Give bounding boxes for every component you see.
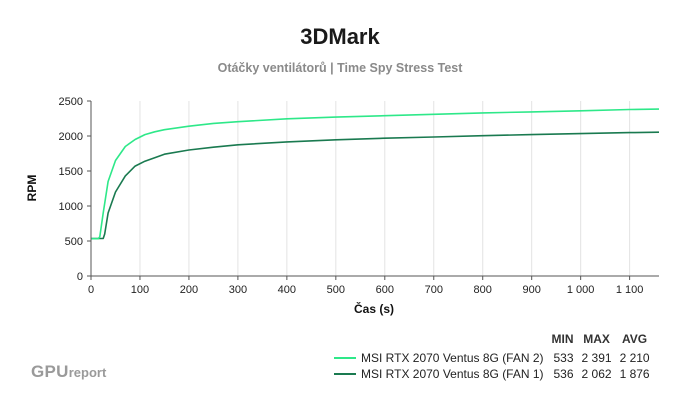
x-tick-label: 200 — [180, 284, 198, 296]
series-line-fan1 — [91, 131, 660, 240]
legend-avg-fan2: 2 210 — [619, 351, 650, 365]
legend-label-fan2: MSI RTX 2070 Ventus 8G (FAN 2) — [361, 351, 544, 365]
y-tick-label: 500 — [65, 236, 83, 248]
legend-avg-fan1: 1 876 — [619, 367, 650, 381]
x-axis-ticks: 0 100 200 300 400 500 600 700 800 900 1 000 1 100 — [88, 276, 643, 296]
x-tick-label: 1 000 — [567, 284, 595, 296]
legend-header-max: MAX — [583, 332, 610, 346]
x-tick-label: 1 100 — [616, 284, 644, 296]
y-tick-label: 1500 — [59, 166, 83, 178]
legend-max-fan1: 2 062 — [581, 367, 612, 381]
series-lines — [91, 108, 660, 240]
chart-title: 3DMark — [300, 24, 380, 49]
legend: MIN MAX AVG MSI RTX 2070 Ventus 8G (FAN … — [330, 332, 654, 382]
legend-row-fan2: MSI RTX 2070 Ventus 8G (FAN 2) 533 2 391… — [330, 350, 654, 366]
chart-subtitle: Otáčky ventilátorů | Time Spy Stress Tes… — [217, 61, 463, 75]
x-tick-label: 800 — [474, 284, 492, 296]
y-axis-ticks: 0 500 1000 1500 2000 2500 — [59, 96, 91, 283]
gpureport-logo: GPUreport — [31, 362, 106, 382]
x-tick-label: 300 — [229, 284, 247, 296]
y-tick-label: 2000 — [59, 131, 83, 143]
legend-swatch-fan2 — [334, 356, 356, 359]
y-tick-label: 0 — [77, 271, 83, 283]
y-tick-label: 1000 — [59, 201, 83, 213]
grid-lines — [139, 101, 631, 276]
x-tick-label: 100 — [131, 284, 149, 296]
legend-min-fan2: 533 — [553, 351, 574, 365]
legend-min-fan1: 536 — [553, 367, 574, 381]
x-tick-label: 700 — [425, 284, 443, 296]
legend-header-avg: AVG — [622, 332, 648, 346]
legend-swatch-fan1 — [334, 372, 356, 375]
x-tick-label: 500 — [327, 284, 345, 296]
legend-row-fan1: MSI RTX 2070 Ventus 8G (FAN 1) 536 2 062… — [330, 366, 654, 382]
x-tick-label: 900 — [523, 284, 541, 296]
legend-max-fan2: 2 391 — [581, 351, 612, 365]
legend-header-min: MIN — [551, 332, 574, 346]
legend-table: MIN MAX AVG MSI RTX 2070 Ventus 8G (FAN … — [330, 332, 654, 382]
x-tick-label: 600 — [376, 284, 394, 296]
legend-header-series — [330, 332, 548, 350]
logo-main: GPU — [31, 362, 69, 381]
series-line-fan2 — [91, 108, 660, 240]
x-axis-label: Čas (s) — [354, 301, 394, 316]
legend-entry: MSI RTX 2070 Ventus 8G (FAN 2) — [330, 350, 548, 366]
y-axis-label: RPM — [25, 175, 39, 202]
legend-entry: MSI RTX 2070 Ventus 8G (FAN 1) — [330, 366, 548, 382]
y-tick-label: 2500 — [59, 96, 83, 108]
axes — [90, 101, 659, 277]
logo-small: report — [68, 365, 107, 380]
x-tick-label: 0 — [88, 284, 94, 296]
legend-header-row: MIN MAX AVG — [330, 332, 654, 350]
legend-label-fan1: MSI RTX 2070 Ventus 8G (FAN 1) — [361, 367, 544, 381]
x-tick-label: 400 — [278, 284, 296, 296]
